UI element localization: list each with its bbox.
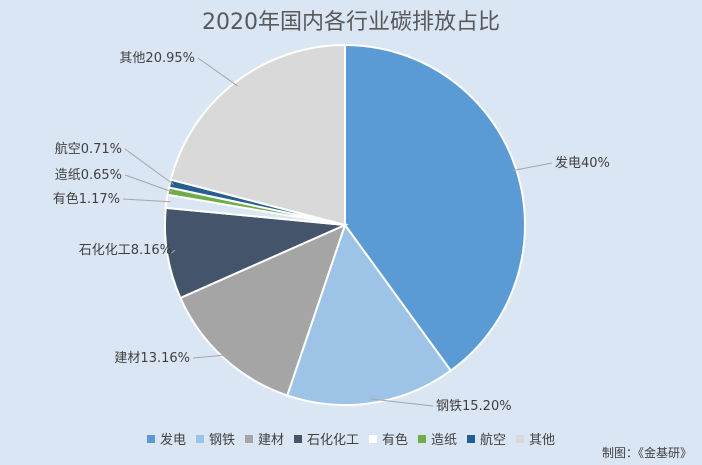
leader-line-4 [170, 249, 176, 254]
pie-slice-3 [179, 223, 347, 397]
data-label-6: 造纸0.65% [55, 168, 122, 183]
leader-line-6 [124, 174, 173, 193]
legend-label: 发电 [159, 433, 186, 448]
leader-line-2 [371, 398, 434, 407]
leader-line-8 [197, 57, 238, 87]
leader-line-5 [122, 198, 171, 203]
legend-swatch [369, 434, 377, 443]
legend-swatch [195, 434, 204, 443]
legend-swatch [293, 434, 302, 443]
leader-line-1 [512, 162, 553, 172]
pie-slice-8 [169, 43, 346, 227]
legend: 发电 钢铁 建材 石化化工 有色 造纸 航空 其他 [0, 429, 702, 448]
legend-item-2: 钢铁 [195, 429, 235, 448]
leader-line-3 [192, 354, 227, 359]
data-label-1: 发电40% [555, 155, 610, 171]
legend-swatch [244, 434, 253, 443]
legend-label: 钢铁 [208, 433, 235, 448]
legend-item-8: 其他 [516, 429, 555, 448]
legend-item-6: 造纸 [418, 429, 457, 448]
chart-title: 2020年国内各行业碳排放占比 [202, 10, 500, 35]
data-label-3: 建材13.16% [114, 351, 190, 366]
leader-line-7 [124, 148, 174, 185]
legend-swatch [146, 434, 155, 443]
legend-item-1: 发电 [146, 429, 186, 448]
legend-label: 有色 [382, 433, 409, 448]
legend-swatch [418, 434, 427, 443]
data-label-7: 航空0.71% [55, 141, 122, 157]
pie-slice-4 [164, 206, 349, 300]
legend-item-4: 石化化工 [293, 429, 359, 448]
legend-label: 其他 [529, 433, 556, 448]
legend-label: 造纸 [431, 433, 458, 448]
data-label-8: 其他20.95% [119, 51, 195, 66]
legend-label: 建材 [257, 433, 284, 448]
legend-item-7: 航空 [467, 429, 506, 448]
legend-item-5: 有色 [369, 429, 408, 448]
data-label-4: 石化化工8.16% [79, 243, 172, 258]
legend-label: 石化化工 [306, 433, 359, 448]
data-label-5: 有色1.17% [53, 191, 120, 207]
data-label-2: 钢铁15.20% [436, 399, 512, 414]
pie-slice-2 [285, 222, 453, 406]
credit-text: 制图：《金基研》 [601, 446, 692, 460]
legend-swatch [467, 434, 476, 443]
legend-label: 航空 [480, 433, 507, 448]
legend-item-3: 建材 [244, 429, 284, 448]
legend-swatch [516, 434, 525, 443]
